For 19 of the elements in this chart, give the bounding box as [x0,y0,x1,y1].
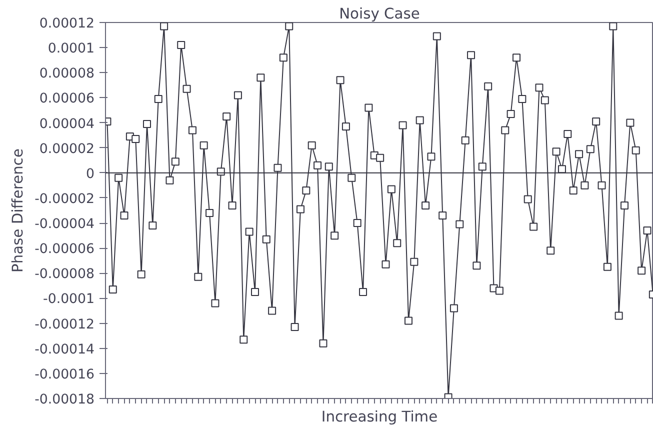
y-tick-label: 0 [86,166,95,182]
y-tick-label: 0.00012 [39,16,95,32]
y-tick-label: -0.00018 [34,392,95,408]
y-axis-title: Phase Difference [10,148,27,272]
y-tick-label: 0.0001 [48,42,95,57]
y-tick-label: -0.00012 [34,317,95,332]
y-tick-label: -0.00006 [34,242,95,258]
y-tick-label: -0.00016 [34,367,95,382]
y-tick-label: 0.00002 [39,142,95,157]
y-tick-label: 0.00004 [39,116,95,132]
y-tick-label: -0.00008 [34,267,95,282]
y-tick-label: 0.00008 [39,66,95,82]
x-axis-title: Increasing Time [321,408,438,426]
y-tick-label: 0.00006 [39,92,95,107]
y-tick-label: -0.0001 [43,292,95,308]
y-tick-label: -0.00014 [34,342,95,358]
y-tick-label: -0.00002 [34,192,95,207]
chart-title: Noisy Case [339,6,420,22]
y-tick-label: -0.00004 [34,217,95,232]
